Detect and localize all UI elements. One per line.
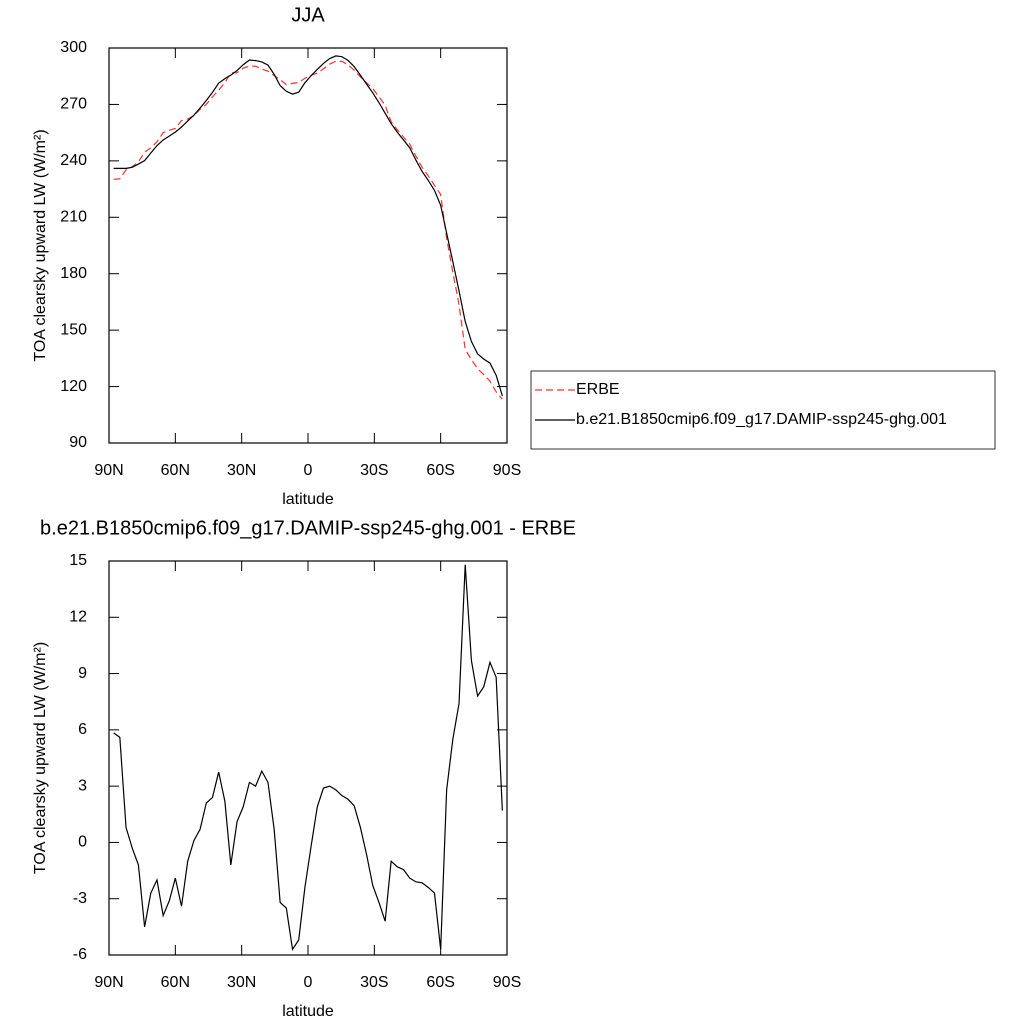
y-tick-label: 0 bbox=[78, 834, 87, 851]
y-tick-label: 9 bbox=[78, 665, 87, 682]
x-tick-label: 60S bbox=[426, 462, 454, 479]
x-axis-label: latitude bbox=[282, 1003, 334, 1020]
y-tick-label: 270 bbox=[60, 96, 87, 113]
y-tick-label: 180 bbox=[60, 265, 87, 282]
x-axis-label: latitude bbox=[282, 491, 334, 508]
legend-label: ERBE bbox=[576, 381, 620, 398]
data-line bbox=[113, 564, 503, 952]
y-tick-label: 3 bbox=[78, 777, 87, 794]
legend-label: b.e21.B1850cmip6.f09_g17.DAMIP-ssp245-gh… bbox=[576, 411, 947, 428]
x-tick-label: 60N bbox=[161, 462, 190, 479]
y-tick-label: 300 bbox=[60, 39, 87, 56]
y-tick-label: 90 bbox=[69, 434, 87, 451]
y-tick-label: 6 bbox=[78, 721, 87, 738]
x-tick-label: 0 bbox=[304, 974, 313, 991]
x-tick-label: 60S bbox=[426, 974, 454, 991]
x-tick-label: 90N bbox=[94, 974, 123, 991]
x-tick-label: 30N bbox=[227, 462, 256, 479]
x-tick-label: 0 bbox=[304, 462, 313, 479]
x-tick-label: 30N bbox=[227, 974, 256, 991]
x-tick-label: 60N bbox=[161, 974, 190, 991]
y-tick-label: -3 bbox=[73, 890, 87, 907]
legend-box bbox=[530, 370, 996, 450]
y-tick-label: 15 bbox=[69, 552, 87, 569]
chart-title: JJA bbox=[291, 4, 325, 26]
chart-title: b.e21.B1850cmip6.f09_g17.DAMIP-ssp245-gh… bbox=[40, 517, 576, 539]
y-tick-label: 150 bbox=[60, 321, 87, 338]
y-tick-label: 120 bbox=[60, 378, 87, 395]
y-axis-label: TOA clearsky upward LW (W/m²) bbox=[32, 642, 49, 874]
y-tick-label: 210 bbox=[60, 209, 87, 226]
y-axis-label: TOA clearsky upward LW (W/m²) bbox=[32, 129, 49, 361]
y-tick-label: 240 bbox=[60, 152, 87, 169]
x-tick-label: 90N bbox=[94, 462, 123, 479]
y-tick-label: -6 bbox=[73, 946, 87, 963]
data-line bbox=[113, 60, 503, 400]
data-line bbox=[113, 55, 503, 397]
x-tick-label: 30S bbox=[360, 974, 388, 991]
plot-frame bbox=[108, 560, 508, 956]
x-tick-label: 90S bbox=[493, 462, 521, 479]
x-tick-label: 30S bbox=[360, 462, 388, 479]
y-tick-label: 12 bbox=[69, 609, 87, 626]
plot-frame bbox=[108, 47, 508, 444]
x-tick-label: 90S bbox=[493, 974, 521, 991]
